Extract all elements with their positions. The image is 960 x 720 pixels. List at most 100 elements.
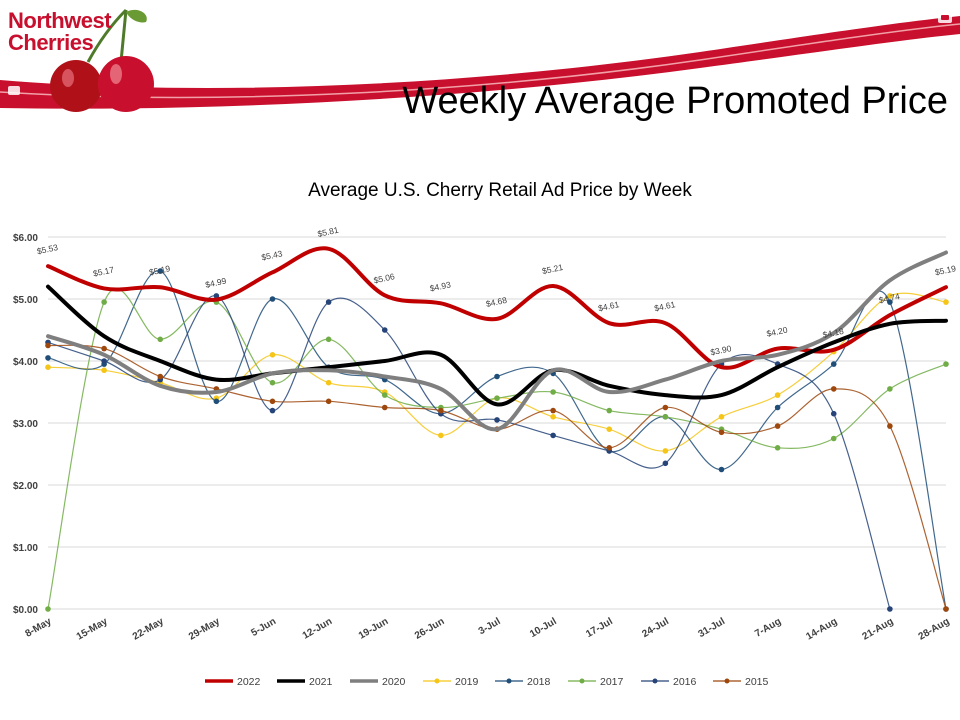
legend-label-2017: 2017 (600, 676, 624, 688)
x-tick-label: 21-Aug (861, 616, 896, 642)
series-line-2018 (47, 270, 947, 610)
data-point-2015 (550, 407, 556, 414)
data-point-2019 (45, 364, 51, 371)
data-point-2019 (887, 293, 893, 299)
data-point-2017 (662, 414, 669, 420)
data-point-2016 (325, 299, 332, 305)
chart-title: Average U.S. Cherry Retail Ad Price by W… (308, 180, 692, 201)
data-label: $4.93 (429, 279, 452, 293)
y-tick-label: $3.00 (13, 419, 38, 430)
legend-label-2015: 2015 (745, 676, 769, 688)
x-tick-label: 28-Aug (917, 616, 952, 642)
data-point-2018 (45, 355, 51, 361)
series-line-2021 (46, 284, 948, 407)
data-point-2015 (101, 345, 107, 352)
data-point-2017 (157, 336, 164, 343)
data-point-2015 (381, 404, 388, 411)
data-label: $4.61 (597, 299, 620, 313)
data-label: $4.74 (878, 291, 901, 305)
data-point-2017 (325, 336, 332, 343)
legend-marker-2017 (579, 678, 585, 684)
legend-marker-2015 (724, 678, 730, 684)
data-point-2017 (494, 395, 500, 402)
data-point-2016 (550, 432, 556, 439)
data-point-2017 (269, 379, 276, 386)
x-tick-label: 26-Jun (413, 616, 446, 642)
x-tick-label: 14-Aug (804, 616, 839, 642)
x-tick-label: 7-Aug (753, 616, 783, 640)
data-point-2015 (943, 606, 949, 612)
data-point-2019 (325, 379, 332, 386)
small-logo-icon (8, 12, 952, 95)
data-point-2017 (774, 445, 781, 451)
data-label: $5.43 (260, 248, 283, 262)
data-point-2015 (606, 445, 613, 451)
y-tick-label: $5.00 (13, 295, 38, 306)
data-point-2016 (494, 417, 500, 423)
legend-marker-2019 (434, 678, 440, 684)
data-point-2015 (830, 386, 837, 392)
y-tick-label: $0.00 (13, 605, 38, 616)
series-line-2022 (46, 246, 948, 370)
data-label: $5.21 (541, 262, 564, 276)
data-point-2019 (718, 414, 725, 420)
x-tick-label: 15-May (75, 616, 110, 643)
data-label: $5.81 (317, 225, 340, 239)
company-logo: Northwest Cherries (8, 10, 112, 55)
data-point-2017 (943, 361, 949, 367)
data-point-2018 (269, 296, 276, 302)
data-point-2015 (269, 398, 276, 405)
data-point-2017 (550, 389, 556, 395)
data-point-2015 (662, 404, 669, 411)
data-point-2018 (774, 404, 781, 411)
data-point-2018 (213, 398, 220, 405)
data-point-2018 (830, 361, 837, 367)
data-point-2015 (887, 423, 893, 429)
data-point-2019 (101, 367, 107, 374)
data-label: $4.20 (766, 325, 789, 339)
x-tick-label: 31-Jul (696, 616, 727, 640)
data-label: $5.17 (92, 264, 115, 278)
legend-label-2019: 2019 (455, 676, 479, 688)
data-point-2015 (718, 429, 725, 436)
data-label: $4.61 (653, 299, 676, 313)
data-point-2019 (774, 392, 781, 398)
y-tick-label: $2.00 (13, 481, 38, 492)
cherries-icon (50, 8, 154, 112)
legend-marker-2016 (652, 678, 658, 684)
data-point-2019 (550, 414, 556, 420)
data-label: $3.90 (709, 343, 732, 357)
data-point-2019 (662, 448, 669, 454)
data-point-2017 (606, 407, 613, 414)
legend-label-2018: 2018 (527, 676, 551, 688)
data-point-2017 (830, 435, 837, 442)
series-line-2016 (47, 295, 891, 610)
slide-title: Weekly Average Promoted Price (402, 80, 948, 122)
x-tick-label: 5-Jun (249, 616, 278, 639)
data-label: $5.06 (373, 271, 396, 285)
x-tick-label: 3-Jul (477, 616, 503, 637)
y-tick-label: $4.00 (13, 357, 38, 368)
data-point-2017 (381, 392, 388, 398)
y-tick-label: $6.00 (13, 233, 38, 244)
data-point-2018 (718, 466, 725, 473)
data-point-2015 (45, 342, 51, 349)
data-point-2015 (157, 373, 164, 380)
x-tick-label: 29-May (187, 616, 222, 643)
series-line-2017 (47, 288, 947, 610)
banner-swoosh-highlight (0, 23, 960, 99)
series-line-2015 (47, 344, 947, 610)
data-point-2018 (887, 299, 893, 305)
data-label: $5.19 (934, 263, 957, 277)
logo-line-2: Cherries (8, 30, 94, 55)
x-tick-label: 8-May (23, 616, 53, 640)
data-point-2019 (943, 299, 949, 305)
x-tick-label: 12-Jun (301, 616, 334, 642)
x-tick-label: 19-Jun (357, 616, 390, 642)
data-point-2016 (269, 407, 276, 414)
series-line-2020 (46, 250, 948, 432)
data-point-2016 (381, 327, 388, 333)
x-tick-label: 17-Jul (584, 616, 615, 640)
data-point-2015 (325, 398, 332, 405)
